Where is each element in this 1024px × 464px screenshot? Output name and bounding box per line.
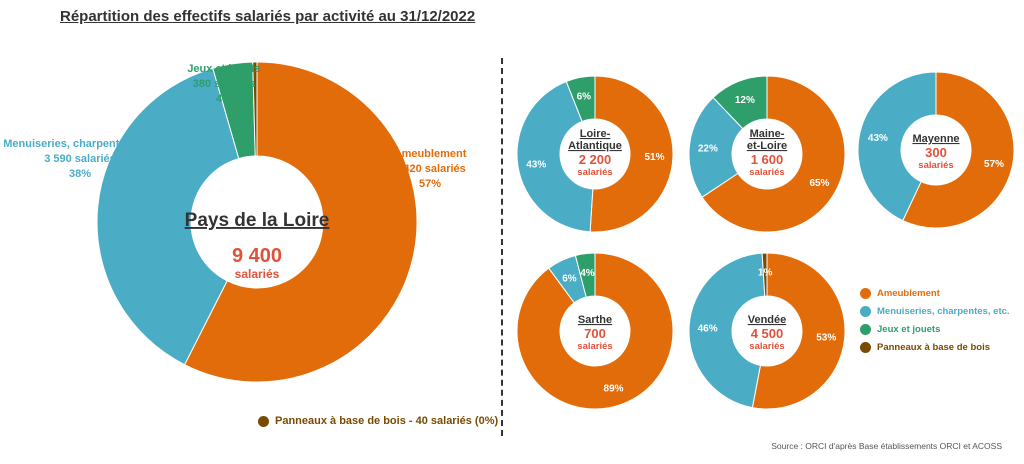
donut-segment: [902, 71, 1015, 229]
total-unit: salariés: [577, 167, 612, 178]
total-unit: salariés: [749, 167, 784, 178]
region-name: Loire-: [580, 128, 611, 140]
chart-title: Répartition des effectifs salariés par a…: [60, 8, 476, 25]
legend-swatch: [860, 341, 871, 353]
legend-label: Ameublement: [877, 287, 940, 299]
total-unit: salariés: [235, 267, 280, 281]
total-count: 300: [925, 145, 947, 160]
total-unit: salariés: [749, 341, 784, 352]
legend-item-jeux: Jeux et jouets: [860, 320, 1010, 338]
donut-segment: [751, 252, 846, 410]
slice-percent-label: 12%: [735, 95, 755, 106]
donut-segment: [589, 75, 674, 233]
slice-percent-label: 57%: [984, 159, 1004, 170]
legend-label: Menuiseries, charpentes, etc.: [877, 305, 1010, 317]
slice-outside-label: Jeux et jouets: [187, 63, 260, 75]
donut-segment: [701, 75, 846, 233]
slice-percent-label: 89%: [604, 384, 624, 395]
region-name: et-Loire: [747, 140, 787, 152]
donut-segment: [688, 252, 766, 409]
total-count: 2 200: [579, 152, 612, 167]
donut-segment: [516, 252, 674, 410]
slice-outside-label: 4%: [216, 93, 232, 105]
region-name: Vendée: [748, 314, 787, 326]
total-unit: salariés: [918, 160, 953, 171]
slice-percent-label: 53%: [816, 333, 836, 344]
total-count: 4 500: [751, 326, 784, 341]
region-name: Atlantique: [568, 140, 622, 152]
dashed-divider: [501, 58, 503, 436]
legend-item-menuiseries: Menuiseries, charpentes, etc.: [860, 302, 1010, 320]
legend-label: Panneaux à base de bois: [877, 341, 990, 353]
legend-swatch: [860, 287, 871, 299]
donut-segment: [712, 75, 768, 130]
donut-segment: [761, 252, 768, 297]
region-name: Mayenne: [912, 133, 959, 145]
total-count: 700: [584, 326, 606, 341]
slice-percent-label: 46%: [698, 323, 718, 334]
legend: Ameublement Menuiseries, charpentes, etc…: [860, 284, 1010, 356]
legend-swatch: [860, 323, 871, 335]
slice-percent-label: 51%: [644, 152, 664, 163]
donut-segment: [183, 61, 418, 383]
total-count: 9 400: [232, 245, 282, 267]
slice-percent-label: 65%: [809, 178, 829, 189]
slice-percent-label: 6%: [562, 273, 577, 284]
donut-segment: [516, 80, 594, 233]
legend-item-ameublement: Ameublement: [860, 284, 1010, 302]
slice-outside-label: 3 590 salariés: [44, 153, 116, 165]
slice-percent-label: 43%: [868, 133, 888, 144]
total-count: 1 600: [751, 152, 784, 167]
legend-item-panneaux: Panneaux à base de bois: [860, 338, 1010, 356]
slice-outside-label: 38%: [69, 168, 91, 180]
region-name: Pays de la Loire: [185, 210, 330, 231]
slice-percent-label: 6%: [577, 92, 592, 103]
slice-outside-label: 57%: [419, 178, 441, 190]
total-unit: salariés: [577, 341, 612, 352]
slice-percent-label: 4%: [580, 268, 595, 279]
legend-label: Jeux et jouets: [877, 323, 941, 335]
source-note: Source : ORCI d'après Base établissement…: [771, 441, 1002, 451]
panneaux-note: Panneaux à base de bois - 40 salariés (0…: [258, 415, 498, 427]
donut-segment: [96, 67, 240, 366]
region-name: Maine-: [750, 128, 785, 140]
donut-segment: [857, 71, 937, 222]
slice-percent-label: 1%: [758, 268, 773, 279]
slice-outside-label: 380 salariés: [193, 78, 255, 90]
slice-percent-label: 22%: [698, 143, 718, 154]
slice-outside-label: Menuiseries, charpentes, etc.: [3, 138, 156, 150]
donut-segment: [565, 75, 596, 123]
region-name: Sarthe: [578, 314, 612, 326]
panneaux-note-text: Panneaux à base de bois - 40 salariés (0…: [275, 415, 499, 427]
donut-segment: [688, 96, 744, 198]
slice-outside-label: Ameublement: [394, 148, 467, 160]
legend-swatch: [860, 305, 871, 317]
donut-segment: [252, 61, 258, 157]
donut-segment: [574, 252, 596, 298]
slice-percent-label: 43%: [526, 159, 546, 170]
panneaux-swatch: [258, 415, 269, 427]
slice-outside-label: 5 420 salariés: [394, 163, 466, 175]
